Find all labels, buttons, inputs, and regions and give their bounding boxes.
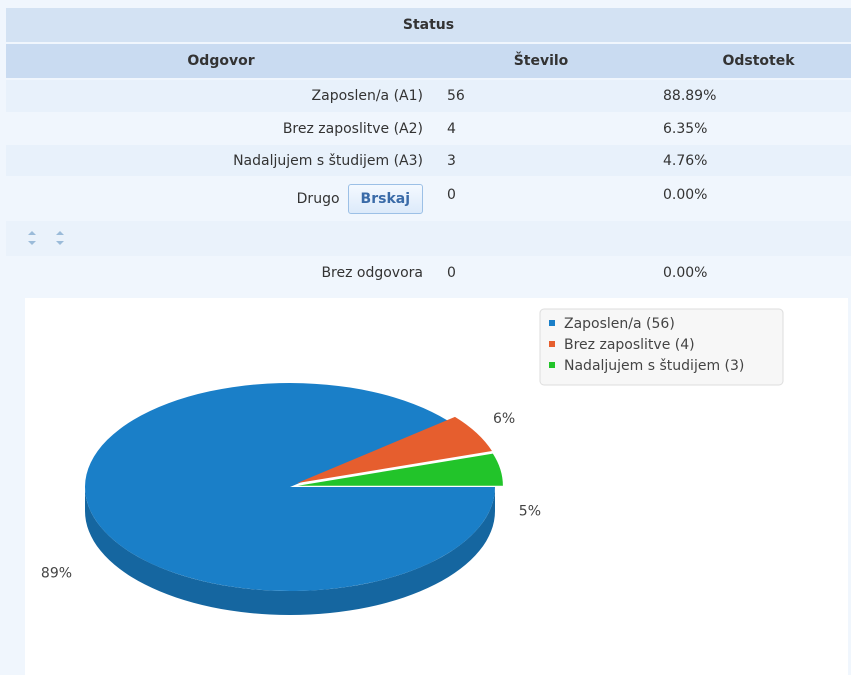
percent: 0.00%	[663, 265, 708, 281]
header: Število	[513, 53, 569, 69]
header: Odstotek	[722, 53, 795, 69]
slice-top	[84, 383, 496, 591]
pie-slice	[297, 453, 503, 486]
count: 0	[447, 187, 456, 203]
count: 3	[447, 152, 456, 169]
count: 0	[447, 265, 456, 281]
sort-icons[interactable]	[6, 221, 66, 256]
percent: 0.00%	[663, 187, 708, 203]
title-row: Status	[6, 8, 851, 42]
no-answer-row: Brez odgovora 0 0.00%	[6, 257, 851, 289]
slice-top	[297, 453, 503, 486]
slice-side	[85, 487, 495, 615]
table-row: Brez zaposlitve (A2) 4 6.35%	[6, 113, 851, 144]
header-row: Odgovor Število Odstotek	[6, 44, 851, 78]
percent: 88.89%	[663, 88, 717, 104]
chart: 89% 6% 5% Zaposlen/a (56) Brez zaposlitve (4…	[25, 298, 848, 675]
pie-slice	[297, 416, 492, 484]
other-row: Drugo Brskaj 0 0.00%	[6, 177, 851, 220]
no-answer-label: Brez odgovora	[321, 265, 423, 281]
legend-swatch	[549, 341, 555, 347]
count: 4	[447, 120, 456, 137]
table-row: Zaposlen/a (A1) 56 88.89%	[6, 80, 851, 112]
legend-swatch	[549, 320, 555, 326]
count: 56	[447, 88, 465, 104]
slice-top	[297, 416, 492, 484]
table-row: Nadaljujem s študijem (A3) 3 4.76%	[6, 145, 851, 176]
answer: Brez zaposlitve (A2)	[282, 120, 423, 137]
answer: Zaposlen/a (A1)	[311, 88, 423, 104]
answer: Nadaljujem s študijem (A3)	[233, 152, 423, 169]
slice-label: 5%	[519, 503, 541, 519]
table-title: Status	[402, 17, 455, 33]
legend-box	[539, 308, 784, 386]
legend-label: Nadaljujem s študijem (3)	[564, 358, 744, 374]
other-label: Drugo	[296, 190, 340, 207]
sort-row	[6, 221, 851, 256]
slice-label: 89%	[41, 565, 72, 581]
percent: 4.76%	[663, 152, 708, 169]
legend-swatch	[549, 362, 555, 368]
slice-label: 6%	[493, 411, 515, 427]
legend-label: Zaposlen/a (56)	[564, 316, 675, 332]
header: Odgovor	[187, 53, 255, 69]
browse-button[interactable]: Brskaj	[347, 183, 423, 214]
legend-label: Brez zaposlitve (4)	[564, 337, 695, 353]
pie-slice	[84, 383, 496, 615]
percent: 6.35%	[663, 120, 708, 137]
